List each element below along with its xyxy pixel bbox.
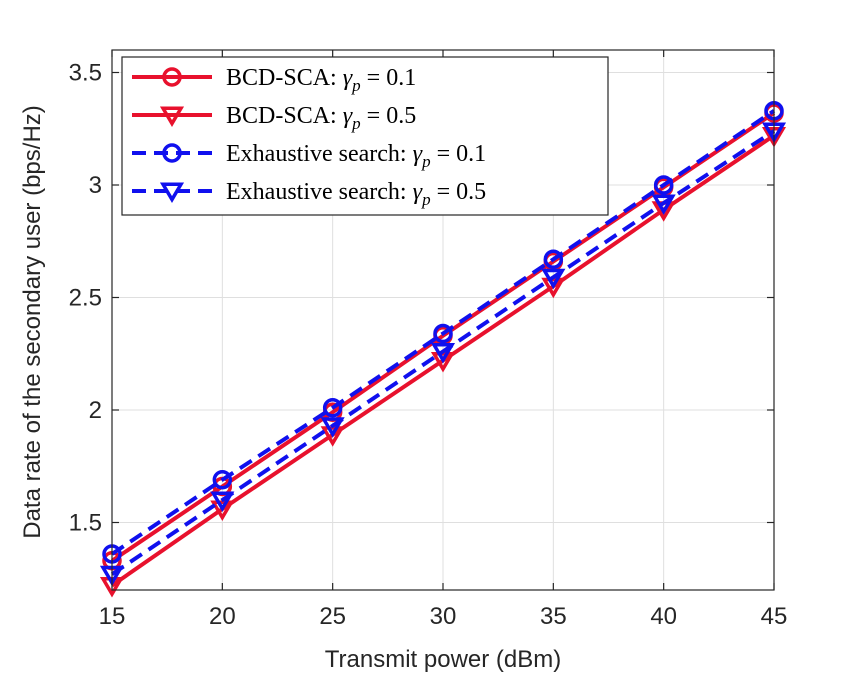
legend-label-prefix: Exhaustive search: (226, 179, 413, 205)
series-layer (99, 101, 787, 598)
data-point-3 (543, 249, 564, 269)
legend-marker-1 (162, 67, 182, 87)
x-tick-label: 25 (319, 603, 346, 630)
legend-label-symbol: γ (343, 65, 353, 91)
axis-ticks: 15 20 25 30 35 40 45 1.5 2 2.5 3 3.5 (69, 50, 788, 630)
y-tick-label: 3.5 (69, 60, 102, 87)
legend-entry-2: BCD-SCA: γp = 0.5 (132, 103, 416, 133)
legend-label-value: = 0.5 (361, 103, 417, 129)
legend-label-symbol: γ (343, 103, 353, 129)
legend-label-prefix: BCD-SCA: (226, 103, 343, 129)
legend-label-3: Exhaustive search: γp = 0.1 (226, 141, 486, 171)
y-tick-label: 2.5 (69, 285, 102, 312)
x-tick-label: 30 (430, 603, 457, 630)
legend-label-value: = 0.5 (431, 179, 487, 205)
y-tick-label: 3 (89, 172, 102, 199)
data-point-3 (322, 398, 343, 418)
legend-entry-3: Exhaustive search: γp = 0.1 (132, 141, 486, 171)
x-tick-label: 15 (99, 603, 126, 630)
legend-marker-2 (159, 106, 185, 128)
legend-label-subscript: p (421, 190, 431, 209)
data-point-3 (653, 175, 674, 195)
x-tick-label: 20 (209, 603, 236, 630)
legend-label-4: Exhaustive search: γp = 0.5 (226, 179, 486, 209)
data-point-4 (210, 491, 235, 513)
legend-entry-1: BCD-SCA: γp = 0.1 (132, 65, 416, 95)
data-point-3 (433, 323, 453, 344)
x-tick-label: 40 (650, 603, 677, 630)
legend-label-prefix: Exhaustive search: (226, 141, 413, 167)
x-tick-label: 45 (761, 603, 788, 630)
legend-label-subscript: p (351, 114, 361, 133)
legend-marker-4 (159, 182, 185, 204)
series-line-3 (110, 109, 776, 556)
x-tick-label: 35 (540, 603, 567, 630)
legend-marker-3 (162, 143, 182, 163)
data-point-4 (430, 343, 456, 364)
legend-label-1: BCD-SCA: γp = 0.1 (226, 65, 416, 95)
y-tick-label: 1.5 (69, 510, 102, 537)
legend-box (121, 56, 609, 216)
legend-label-value: = 0.1 (361, 65, 417, 91)
data-point-3 (212, 470, 233, 490)
legend-label-2: BCD-SCA: γp = 0.5 (226, 103, 416, 133)
series-line-4 (110, 129, 776, 576)
x-axis-label: Transmit power (dBm) (325, 646, 561, 673)
data-point-4 (541, 268, 566, 290)
legend-entry-4: Exhaustive search: γp = 0.5 (132, 179, 486, 209)
legend-label-subscript: p (351, 76, 361, 95)
legend-label-prefix: BCD-SCA: (226, 65, 343, 91)
legend-label-symbol: γ (413, 141, 423, 167)
legend-label-value: = 0.1 (431, 141, 487, 167)
data-point-2 (210, 500, 235, 522)
y-tick-label: 2 (89, 397, 102, 424)
legend-label-subscript: p (421, 152, 431, 171)
y-axis-label: Data rate of the secondary user (bps/Hz) (19, 105, 46, 539)
data-point-4 (651, 194, 676, 216)
data-point-4 (320, 417, 345, 438)
series-3 (102, 101, 784, 564)
legend-label-symbol: γ (413, 179, 423, 205)
